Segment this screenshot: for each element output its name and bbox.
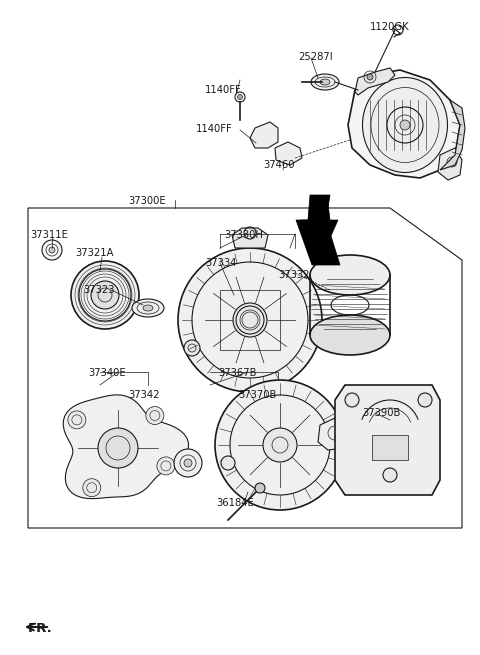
Circle shape — [68, 411, 86, 429]
Text: 37311E: 37311E — [30, 230, 68, 240]
Polygon shape — [300, 196, 338, 265]
Text: 1140FF: 1140FF — [196, 124, 233, 134]
Text: 37321A: 37321A — [75, 248, 113, 258]
Polygon shape — [232, 228, 268, 248]
Text: 25287I: 25287I — [298, 52, 333, 62]
Circle shape — [146, 407, 164, 424]
Circle shape — [42, 240, 62, 260]
Circle shape — [221, 456, 235, 470]
Circle shape — [157, 457, 175, 475]
Circle shape — [184, 459, 192, 467]
Circle shape — [91, 281, 119, 309]
Polygon shape — [438, 148, 462, 180]
Bar — [372, 435, 408, 460]
Circle shape — [400, 120, 410, 130]
Text: 37330H: 37330H — [224, 230, 263, 240]
Circle shape — [184, 340, 200, 356]
Text: 36184E: 36184E — [216, 498, 254, 508]
Circle shape — [335, 422, 341, 428]
Circle shape — [215, 380, 345, 510]
Ellipse shape — [132, 299, 164, 317]
Text: 37460: 37460 — [263, 160, 295, 170]
Circle shape — [367, 74, 373, 80]
Circle shape — [83, 479, 101, 496]
Circle shape — [71, 261, 139, 329]
Circle shape — [383, 468, 397, 482]
Text: 1140FF: 1140FF — [205, 85, 242, 95]
Ellipse shape — [362, 77, 447, 172]
Circle shape — [418, 393, 432, 407]
Polygon shape — [275, 142, 302, 165]
Polygon shape — [28, 208, 462, 528]
Polygon shape — [318, 418, 352, 450]
Text: 37332: 37332 — [278, 270, 310, 280]
Circle shape — [98, 428, 138, 468]
Circle shape — [174, 449, 202, 477]
Circle shape — [178, 248, 322, 392]
Polygon shape — [296, 195, 340, 265]
Text: 37340E: 37340E — [88, 368, 126, 378]
Text: 37370B: 37370B — [238, 390, 276, 400]
Circle shape — [49, 247, 55, 253]
Circle shape — [255, 483, 265, 493]
Ellipse shape — [143, 305, 153, 311]
Polygon shape — [440, 100, 465, 170]
Ellipse shape — [310, 255, 390, 295]
Polygon shape — [250, 122, 278, 148]
Ellipse shape — [310, 315, 390, 355]
Text: 37342: 37342 — [128, 390, 159, 400]
Text: 37390B: 37390B — [362, 408, 400, 418]
Text: 37334: 37334 — [205, 258, 236, 268]
Text: 37323: 37323 — [83, 285, 115, 295]
Text: 1120GK: 1120GK — [370, 22, 409, 32]
Text: 37300E: 37300E — [128, 196, 166, 206]
Circle shape — [238, 94, 242, 100]
Polygon shape — [355, 68, 395, 95]
Text: FR.: FR. — [28, 622, 53, 635]
Text: 37367B: 37367B — [218, 368, 256, 378]
Bar — [220, 290, 280, 350]
Polygon shape — [335, 385, 440, 495]
Ellipse shape — [311, 74, 339, 90]
Circle shape — [233, 303, 267, 337]
Circle shape — [263, 428, 297, 462]
Polygon shape — [63, 395, 189, 498]
Polygon shape — [348, 70, 460, 178]
Ellipse shape — [320, 79, 330, 85]
Circle shape — [345, 393, 359, 407]
